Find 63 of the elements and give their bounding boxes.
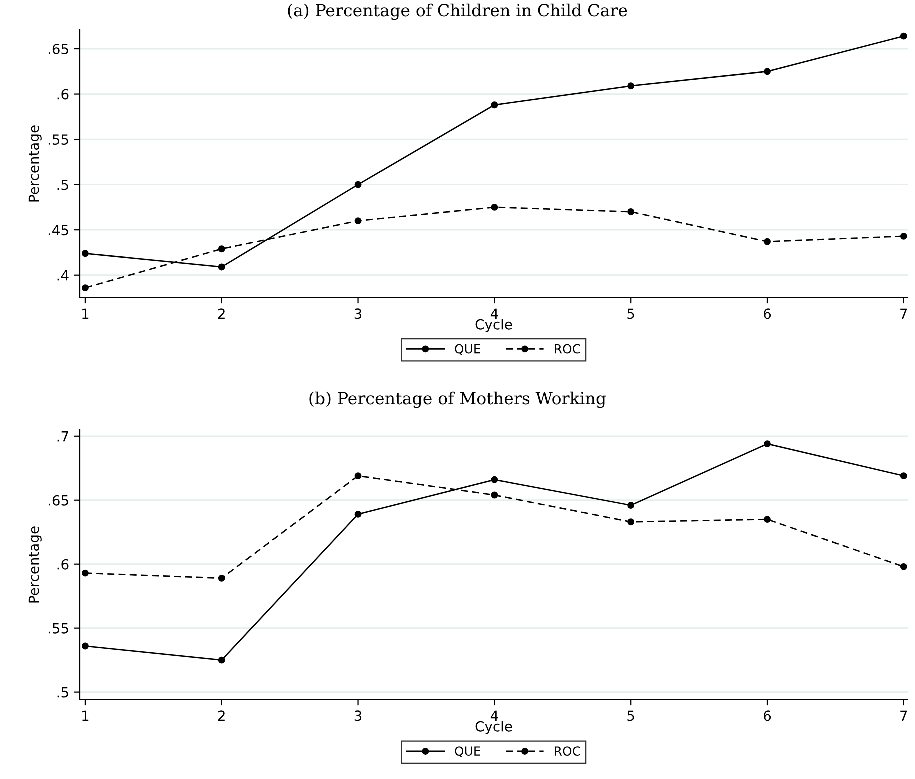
point bbox=[354, 472, 362, 480]
point bbox=[491, 476, 498, 484]
y-tick-label: .5 bbox=[58, 687, 68, 698]
point bbox=[82, 642, 89, 650]
point bbox=[82, 570, 89, 577]
x-tick-label: 1 bbox=[82, 308, 89, 319]
chart-title: (b) Percentage of Mothers Working bbox=[310, 392, 606, 408]
x-tick-label: 4 bbox=[490, 710, 498, 721]
y-axis-title: Percentage bbox=[28, 126, 42, 202]
y-tick-label: .45 bbox=[48, 225, 68, 236]
x-tick-label: 7 bbox=[900, 710, 908, 721]
point bbox=[900, 563, 908, 570]
y-tick-label: .6 bbox=[58, 559, 69, 570]
point bbox=[491, 102, 498, 109]
point bbox=[764, 440, 771, 448]
y-tick-label: .5 bbox=[58, 180, 68, 190]
legend-label: ROC bbox=[555, 746, 580, 756]
point bbox=[900, 232, 908, 240]
point bbox=[628, 502, 635, 509]
y-tick-label: .55 bbox=[48, 134, 68, 146]
x-tick-label: 1 bbox=[82, 710, 89, 721]
x-tick-label: 3 bbox=[354, 710, 362, 722]
y-tick-label: .4 bbox=[58, 270, 69, 281]
point bbox=[218, 264, 226, 271]
x-tick-label: 7 bbox=[900, 308, 908, 319]
x-tick-label: 6 bbox=[764, 710, 772, 722]
x-axis-title: Cycle bbox=[476, 319, 512, 333]
point bbox=[354, 510, 362, 518]
x-tick-label: 4 bbox=[490, 308, 498, 319]
x-tick-label: 5 bbox=[628, 308, 634, 320]
point bbox=[764, 238, 771, 246]
point bbox=[218, 574, 226, 582]
y-tick-label: .65 bbox=[48, 495, 68, 506]
chart-title: (a) Percentage of Children in Child Care bbox=[288, 4, 628, 20]
legend-label: QUE bbox=[455, 344, 481, 356]
legend-label: ROC bbox=[555, 344, 580, 354]
x-tick-label: 2 bbox=[218, 710, 225, 721]
point bbox=[764, 68, 771, 76]
legend-label: QUE bbox=[455, 746, 481, 758]
point bbox=[900, 472, 908, 480]
point bbox=[491, 492, 498, 499]
point bbox=[491, 204, 498, 211]
point bbox=[628, 208, 635, 216]
point bbox=[628, 82, 635, 90]
y-tick-label: .55 bbox=[48, 623, 68, 634]
point bbox=[354, 181, 362, 188]
point bbox=[628, 518, 635, 526]
x-tick-label: 6 bbox=[764, 308, 772, 320]
point bbox=[354, 218, 362, 225]
x-tick-label: 3 bbox=[354, 308, 362, 320]
point bbox=[82, 284, 89, 292]
point bbox=[764, 516, 771, 524]
x-tick-label: 5 bbox=[628, 710, 634, 722]
y-axis-title: Percentage bbox=[28, 526, 42, 603]
y-tick-label: .6 bbox=[58, 89, 69, 100]
point bbox=[218, 656, 226, 664]
y-tick-label: .7 bbox=[58, 432, 68, 442]
y-tick-label: .65 bbox=[48, 44, 68, 54]
point bbox=[900, 32, 908, 40]
point bbox=[82, 250, 89, 258]
x-tick-label: 2 bbox=[218, 308, 225, 319]
x-axis-title: Cycle bbox=[476, 721, 512, 735]
point bbox=[218, 246, 226, 253]
